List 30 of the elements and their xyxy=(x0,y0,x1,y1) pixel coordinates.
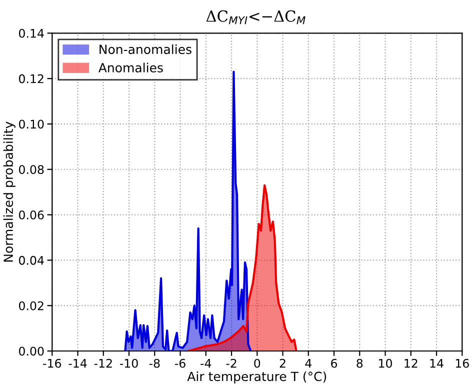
x-tick-label: -10 xyxy=(120,358,138,368)
legend-label: Non-anomalies xyxy=(100,44,192,54)
x-axis-title: Air temperature T (°C) xyxy=(187,371,326,384)
x-tick-label: -8 xyxy=(149,358,160,368)
y-tick-label: 0.02 xyxy=(18,301,44,310)
y-tick-label: 0.14 xyxy=(18,28,44,38)
x-tick-label: 2 xyxy=(280,358,286,368)
chart-title: ΔC$_{MYI}$<−ΔC$_{M}$ xyxy=(206,10,306,24)
x-tick-label: 16 xyxy=(456,358,469,368)
x-tick-label: 14 xyxy=(430,359,444,368)
x-tick-label: 10 xyxy=(379,358,392,368)
x-tick-label: -12 xyxy=(94,358,112,368)
x-tick-label: -2 xyxy=(226,358,236,368)
y-tick-label: 0.10 xyxy=(18,120,44,129)
x-tick-label: 8 xyxy=(356,358,363,368)
x-tick-label: 0 xyxy=(254,358,260,368)
y-tick-label: 0.12 xyxy=(18,74,44,84)
y-axis-title: Normalized probability xyxy=(3,122,16,262)
x-tick-label: 6 xyxy=(331,358,338,368)
x-tick-label: -4 xyxy=(200,359,212,368)
y-tick-label: 0.04 xyxy=(18,256,44,265)
x-tick-label: 4 xyxy=(305,359,312,368)
y-tick-label: 0.06 xyxy=(18,210,44,220)
x-tick-label: 12 xyxy=(404,358,418,368)
x-tick-label: -16 xyxy=(43,358,62,368)
y-tick-label: 0.08 xyxy=(18,165,44,174)
x-tick-label: -6 xyxy=(174,358,186,368)
legend-label: Anomalies xyxy=(98,62,163,72)
y-tick-label: 0.00 xyxy=(18,346,44,356)
x-tick-label: -14 xyxy=(68,359,87,368)
